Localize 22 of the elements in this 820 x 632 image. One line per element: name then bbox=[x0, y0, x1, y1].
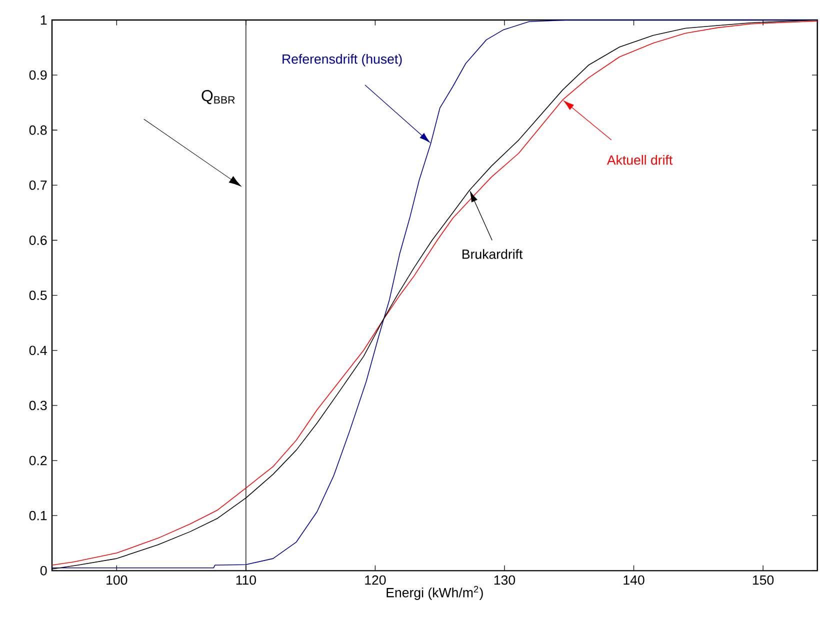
x-tick-label: 150 bbox=[752, 575, 774, 585]
x-tick-label: 120 bbox=[365, 575, 386, 585]
x-tick-label: 130 bbox=[494, 575, 516, 585]
x-axis-title: Energi (kWh/m$^{2}$) bbox=[386, 586, 483, 600]
y-tick-label: 0.3 bbox=[29, 400, 47, 410]
y-tick-label: 0.8 bbox=[29, 125, 47, 135]
x-tick-label: 140 bbox=[624, 575, 644, 585]
ref-line-label: Q$_{BBR}$ bbox=[202, 90, 235, 104]
y-tick-label: 0.5 bbox=[29, 290, 47, 300]
text: Referensdrift (huset) bbox=[282, 54, 402, 66]
y-tick-label: 0.7 bbox=[29, 180, 47, 190]
y-tick-label: 0 bbox=[40, 566, 47, 576]
y-tick-label: 0.4 bbox=[29, 346, 47, 356]
x-tick-label: 100 bbox=[106, 575, 128, 585]
y-tick-label: 0.1 bbox=[29, 510, 47, 520]
y-tick-label: 0.6 bbox=[29, 236, 47, 245]
y-tick-label: 0.2 bbox=[29, 456, 47, 466]
x-tick-label: 110 bbox=[236, 575, 256, 585]
text: Brukardrift bbox=[462, 249, 523, 259]
text: Aktuell drift bbox=[606, 154, 673, 165]
y-tick-label: 0.9 bbox=[29, 70, 47, 80]
y-tick-label: 1 bbox=[40, 15, 47, 25]
